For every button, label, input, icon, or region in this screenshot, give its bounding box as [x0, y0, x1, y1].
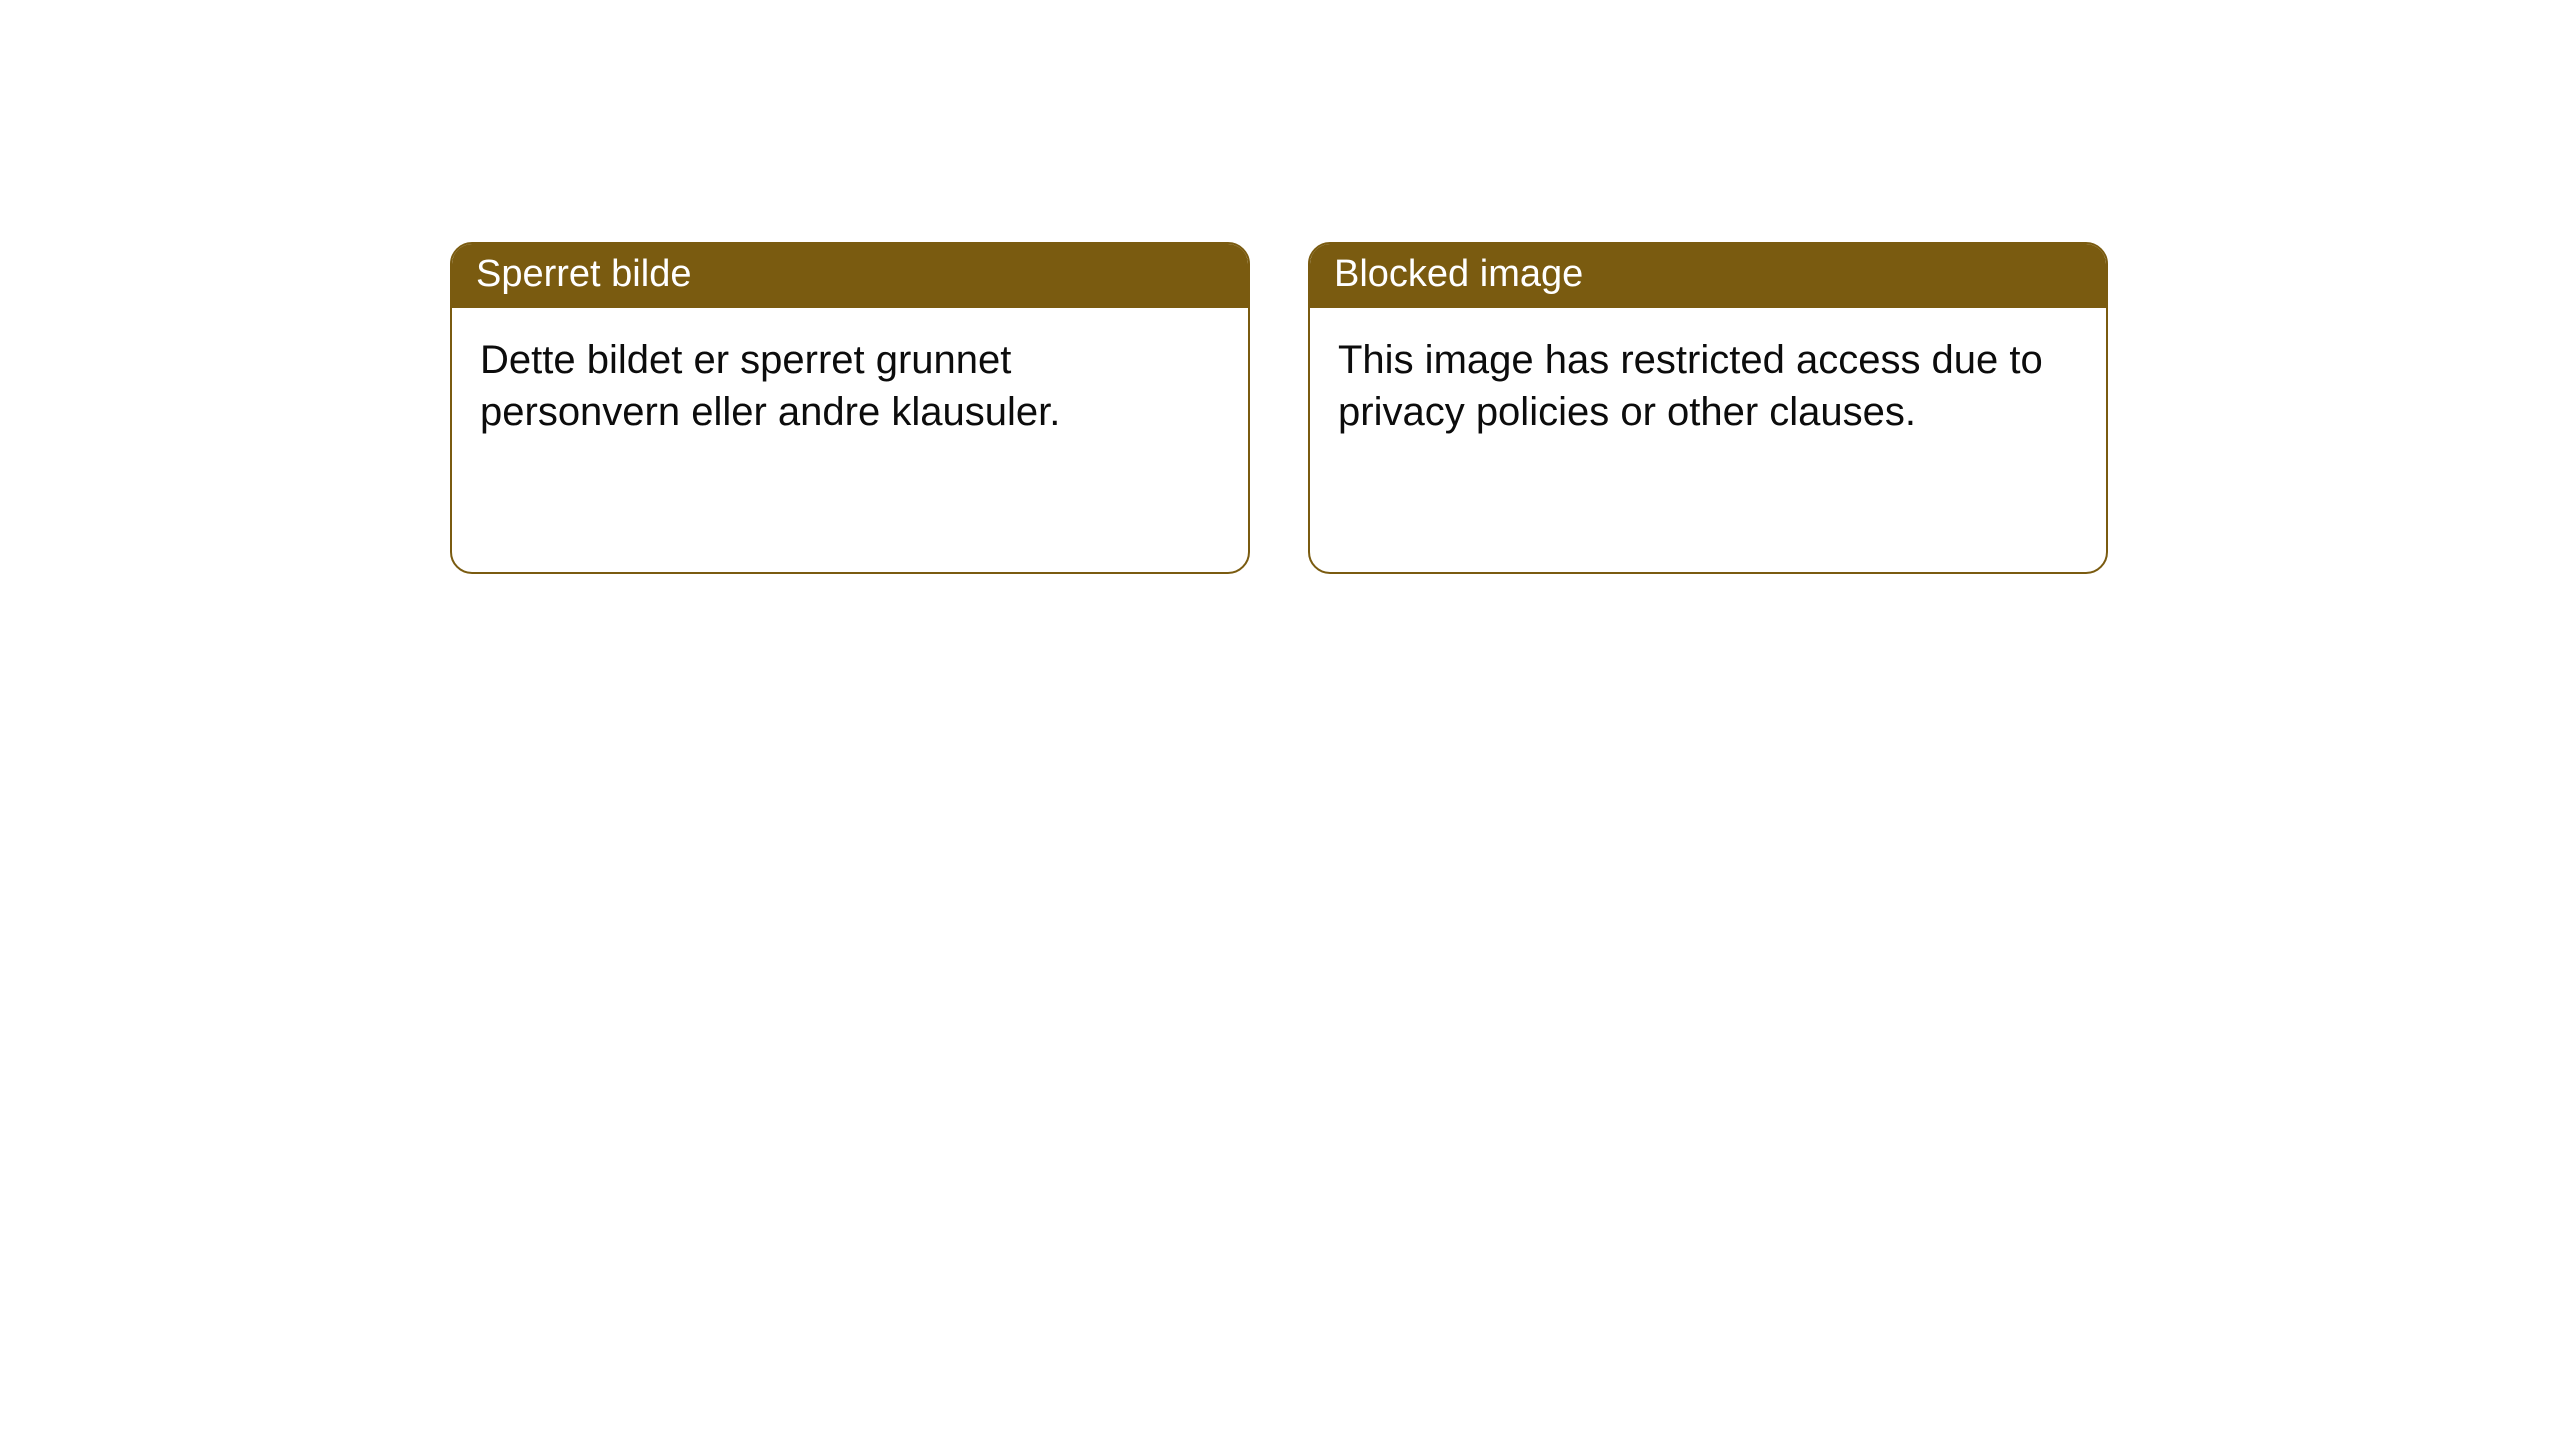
- notice-card-norwegian: Sperret bilde Dette bildet er sperret gr…: [450, 242, 1250, 574]
- notice-body-norwegian: Dette bildet er sperret grunnet personve…: [452, 308, 1248, 466]
- notice-body-english: This image has restricted access due to …: [1310, 308, 2106, 466]
- notice-title-english: Blocked image: [1310, 244, 2106, 308]
- notice-title-norwegian: Sperret bilde: [452, 244, 1248, 308]
- notice-container: Sperret bilde Dette bildet er sperret gr…: [450, 242, 2108, 574]
- notice-card-english: Blocked image This image has restricted …: [1308, 242, 2108, 574]
